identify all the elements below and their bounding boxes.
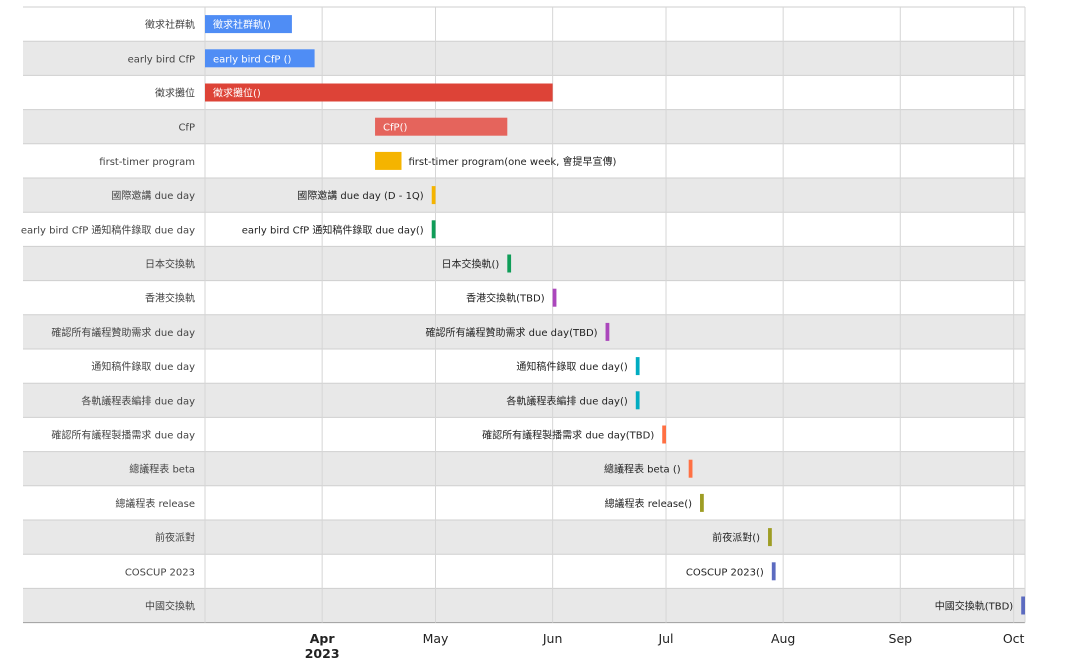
task-bar-label: 中國交換軌(TBD) xyxy=(935,600,1014,613)
task-bar xyxy=(431,220,436,239)
x-tick-label: Jun xyxy=(542,631,563,646)
task-bar-label: 前夜派對() xyxy=(712,531,760,544)
task-bar xyxy=(205,83,553,102)
task-bar-label: 香港交換軌(TBD) xyxy=(466,292,545,305)
row-background xyxy=(23,520,1025,555)
task-bar-label: early bird CfP () xyxy=(213,54,291,65)
row-background xyxy=(23,417,1025,452)
row-background xyxy=(23,554,1025,589)
task-bar xyxy=(431,186,436,205)
row-backgrounds xyxy=(23,6,1025,624)
x-tick-label: Sep xyxy=(889,631,913,646)
task-bar xyxy=(635,357,640,376)
task-bar-label: 各軌議程表編排 due day() xyxy=(506,394,627,407)
row-background xyxy=(23,314,1025,349)
row-label: COSCUP 2023 xyxy=(125,567,195,578)
task-bar xyxy=(768,528,772,547)
x-tick-label: Aug xyxy=(771,631,795,646)
task-bar xyxy=(700,493,704,512)
task-bar xyxy=(771,562,776,581)
task-bar xyxy=(375,151,402,170)
row-label: 各軌議程表編排 due day xyxy=(81,394,195,407)
task-bar xyxy=(375,117,508,136)
task-bar-label: first-timer program(one week, 會提早宣傳) xyxy=(408,155,616,168)
task-bar-label: 總議程表 release() xyxy=(605,497,693,510)
row-background xyxy=(23,109,1025,144)
task-bar xyxy=(507,254,512,273)
row-background xyxy=(23,246,1025,281)
task-bar xyxy=(635,391,640,410)
row-label: early bird CfP xyxy=(128,54,195,65)
row-label: 香港交換軌 xyxy=(145,292,195,305)
x-tick-sublabel: 2023 xyxy=(305,646,340,661)
task-bar-label: 徵求社群軌() xyxy=(213,18,271,31)
task-bar xyxy=(1021,596,1025,615)
row-labels: 徵求社群軌 early bird CfP 徵求攤位 CfP first-timer pr… xyxy=(21,18,195,612)
task-bar-label: early bird CfP 通知稿件錄取 due day() xyxy=(242,223,424,236)
row-label: 國際邀講 due day xyxy=(111,189,195,202)
task-bar-label: COSCUP 2023() xyxy=(686,567,764,578)
row-label: 中國交換軌 xyxy=(145,600,195,613)
row-background xyxy=(23,588,1025,623)
x-tick-label: Jul xyxy=(657,631,673,646)
task-bar-label: 國際邀講 due day (D - 1Q) xyxy=(297,189,424,202)
row-background xyxy=(23,7,1025,42)
task-bar-label: 確認所有議程贊助需求 due day(TBD) xyxy=(425,326,597,339)
row-background xyxy=(23,41,1025,76)
row-background xyxy=(23,212,1025,247)
row-label: 徵求社群軌 xyxy=(145,18,195,31)
task-bar xyxy=(662,425,667,444)
task-bar-label: 確認所有議程製播需求 due day(TBD) xyxy=(482,429,654,442)
row-background xyxy=(23,451,1025,486)
row-background xyxy=(23,485,1025,520)
row-background xyxy=(23,280,1025,315)
row-label: 前夜派對 xyxy=(155,531,195,544)
row-background xyxy=(23,383,1025,418)
row-label: 日本交換軌 xyxy=(145,258,195,271)
row-label: 通知稿件錄取 due day xyxy=(91,360,195,373)
row-background xyxy=(23,178,1025,213)
row-label: first-timer program xyxy=(99,157,195,168)
row-background xyxy=(23,349,1025,384)
row-label: 總議程表 release xyxy=(115,497,195,510)
task-bar xyxy=(605,322,610,341)
row-label: early bird CfP 通知稿件錄取 due day xyxy=(21,223,195,236)
x-tick-label: Apr xyxy=(310,631,336,646)
task-bar-label: CfP() xyxy=(383,123,407,134)
task-bar xyxy=(688,459,693,478)
task-bar-label: 通知稿件錄取 due day() xyxy=(516,360,627,373)
row-label: 確認所有議程製播需求 due day xyxy=(51,429,195,442)
task-bars: 徵求社群軌() early bird CfP () 徵求攤位() CfP() first… xyxy=(205,15,1025,615)
row-background xyxy=(23,143,1025,178)
grid-lines xyxy=(204,7,1026,623)
row-label: 總議程表 beta xyxy=(129,463,195,476)
x-tick-label: May xyxy=(423,631,449,646)
task-bar-label: 總議程表 beta () xyxy=(604,463,681,476)
row-label: 確認所有議程贊助需求 due day xyxy=(51,326,195,339)
row-label: CfP xyxy=(178,123,195,134)
row-label: 徵求攤位 xyxy=(155,87,195,100)
task-bar-label: 徵求攤位() xyxy=(213,87,261,100)
task-bar-label: 日本交換軌() xyxy=(441,258,499,271)
task-bar xyxy=(552,288,557,307)
task-bar xyxy=(205,15,292,34)
task-bar xyxy=(205,49,315,68)
x-tick-label: Oct xyxy=(1003,631,1025,646)
